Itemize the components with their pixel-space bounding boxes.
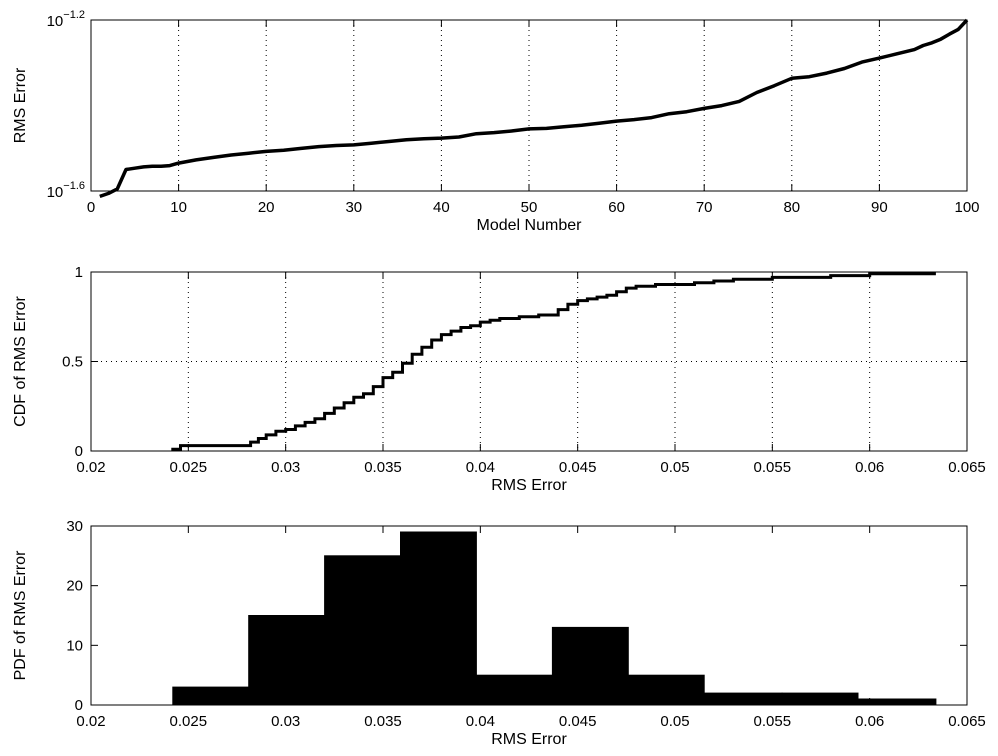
- x-tick-label: 30: [345, 199, 362, 216]
- x-tick-label: 50: [521, 199, 538, 216]
- rms-series-line: [99, 18, 969, 199]
- histogram-bar: [551, 626, 629, 706]
- x-axis-title: RMS Error: [491, 731, 567, 748]
- y-tick-label-base: 10: [47, 184, 64, 201]
- x-tick-label: 0.03: [271, 713, 300, 730]
- x-tick-label: 0.02: [76, 713, 105, 730]
- histogram-bar: [475, 674, 553, 706]
- x-tick-label: 0.045: [559, 713, 597, 730]
- x-tick-label: 100: [954, 199, 979, 216]
- x-tick-label: 0.05: [660, 713, 689, 730]
- y-tick-label: 0: [75, 697, 83, 714]
- axes-box: [90, 19, 968, 192]
- histogram-bar: [400, 531, 477, 706]
- x-tick-label: 70: [696, 199, 713, 216]
- x-tick-label: 0.025: [170, 713, 208, 730]
- y-tick-label: 0: [75, 443, 83, 460]
- x-tick-label: 0.025: [170, 459, 208, 476]
- y-tick-label: 10: [66, 637, 83, 654]
- histogram-bar: [627, 674, 705, 706]
- y-tick-label-exponent: −1.6: [63, 180, 85, 192]
- y-tick-label: 10−1.6: [47, 180, 85, 201]
- x-tick-label: 0.055: [754, 459, 792, 476]
- x-tick-label: 90: [871, 199, 888, 216]
- histogram-bar: [248, 615, 326, 706]
- cdf-step-line: [171, 272, 936, 451]
- y-tick-label: 30: [66, 518, 83, 535]
- x-tick-label: 0.045: [559, 459, 597, 476]
- y-axis-title: CDF of RMS Error: [12, 295, 29, 426]
- x-tick-label: 0.04: [466, 459, 495, 476]
- x-tick-label: 60: [608, 199, 625, 216]
- x-tick-label: 0.035: [364, 459, 402, 476]
- x-tick-label: 0.06: [855, 459, 884, 476]
- x-tick-label: 0: [87, 199, 95, 216]
- y-tick-label-exponent: −1.2: [63, 9, 85, 21]
- histogram-bar: [172, 686, 250, 706]
- x-axis-title: RMS Error: [491, 477, 567, 494]
- x-tick-label: 0.04: [466, 713, 495, 730]
- x-tick-label: 20: [258, 199, 275, 216]
- x-tick-label: 0.065: [948, 713, 986, 730]
- y-axis-title: PDF of RMS Error: [12, 550, 29, 680]
- x-tick-label: 0.055: [754, 713, 792, 730]
- histogram-bar: [781, 692, 859, 706]
- x-tick-label: 0.05: [660, 459, 689, 476]
- y-tick-label: 20: [66, 578, 83, 595]
- x-tick-label: 0.035: [364, 713, 402, 730]
- rms-vs-model-panel: Model Number RMS Error 0 10 20 30 40 50 60 70 80 90…: [12, 9, 980, 234]
- x-tick-label: 0.065: [948, 459, 986, 476]
- pdf-histogram-panel: RMS Error PDF of RMS Error 0.02 0.025 0.03 0.…: [12, 518, 986, 748]
- histogram-bar: [857, 698, 937, 706]
- histogram-bar: [324, 555, 402, 706]
- cdf-panel: RMS Error CDF of RMS Error 0.02 0.025 0.03 0.…: [12, 264, 986, 494]
- x-tick-label: 40: [433, 199, 450, 216]
- x-axis-title: Model Number: [477, 217, 583, 234]
- x-tick-label: 0.02: [76, 459, 105, 476]
- histogram-bar: [703, 692, 783, 706]
- x-tick-label: 0.03: [271, 459, 300, 476]
- y-tick-label: 0.5: [62, 354, 83, 371]
- y-tick-label: 1: [75, 264, 83, 281]
- x-tick-label: 0.06: [855, 713, 884, 730]
- y-tick-label: 10−1.2: [47, 9, 85, 30]
- y-axis-title: RMS Error: [12, 67, 29, 143]
- x-tick-label: 10: [170, 199, 187, 216]
- y-tick-label-base: 10: [47, 13, 64, 30]
- axes-box: [90, 271, 968, 452]
- x-tick-label: 80: [783, 199, 800, 216]
